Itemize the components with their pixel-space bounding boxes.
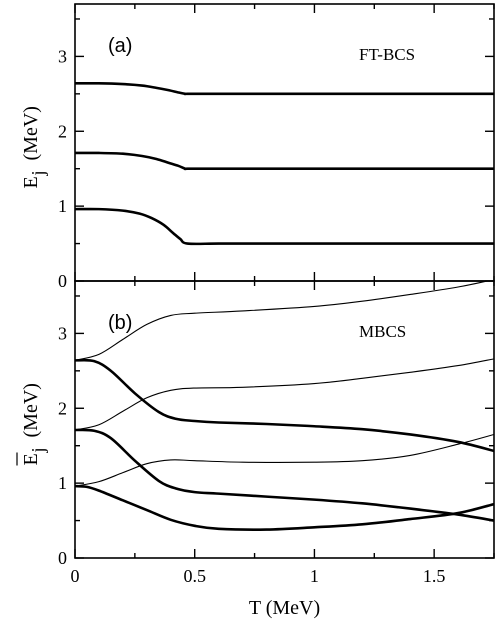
y-tick-label: 2 <box>58 398 67 418</box>
panel-title: FT-BCS <box>359 45 415 64</box>
panel-tag: (b) <box>108 312 132 334</box>
y-tick-label: 3 <box>58 323 67 343</box>
y-axis-subscript: j <box>28 447 48 453</box>
y-axis-unit: (MeV) <box>20 383 42 437</box>
thin-curve-2 <box>75 358 494 431</box>
panel-title: MBCS <box>359 322 406 341</box>
y-tick-label: 1 <box>58 196 67 216</box>
y-tick-label: 2 <box>58 121 67 141</box>
thick-curve-6 <box>75 484 494 531</box>
thick-curve-3 <box>75 207 494 246</box>
series-group <box>75 281 494 531</box>
y-axis-symbol: E <box>20 176 42 188</box>
y-tick-label: 1 <box>58 473 67 493</box>
y-axis-label: Ej (MeV) <box>20 106 48 188</box>
series-group <box>75 82 494 246</box>
y-axis-subscript: j <box>28 170 48 176</box>
plot-frame <box>74 3 495 282</box>
thin-curve-3 <box>75 433 494 487</box>
thin-curve-1 <box>75 281 490 361</box>
thick-curve-4 <box>75 358 494 453</box>
x-tick-label: 0 <box>71 566 80 586</box>
x-axis-label: T (MeV) <box>249 597 320 619</box>
thick-curve-5 <box>75 428 494 522</box>
x-tick-label: 0.5 <box>183 566 206 586</box>
y-axis-unit: (MeV) <box>20 106 42 160</box>
plot-frame <box>74 280 495 559</box>
x-tick-label: 1 <box>310 566 319 586</box>
panel-tag: (a) <box>108 35 132 57</box>
y-tick-label: 0 <box>58 271 67 291</box>
y-axis-label: Ej (MeV) <box>16 383 48 466</box>
x-tick-label: 1.5 <box>423 566 446 586</box>
panel-b: 0 1 2 3 0 0.5 1 1.5 (b) MBCS Ej (MeV) <box>16 280 495 586</box>
panel-a: 0 1 2 3 (a) FT-BCS Ej (MeV) <box>20 3 495 291</box>
y-tick-label: 3 <box>58 46 67 66</box>
thick-curve-1 <box>75 82 494 96</box>
thick-curve-2 <box>75 151 494 171</box>
y-axis-symbol: E <box>20 453 42 465</box>
y-tick-label: 0 <box>58 548 67 568</box>
